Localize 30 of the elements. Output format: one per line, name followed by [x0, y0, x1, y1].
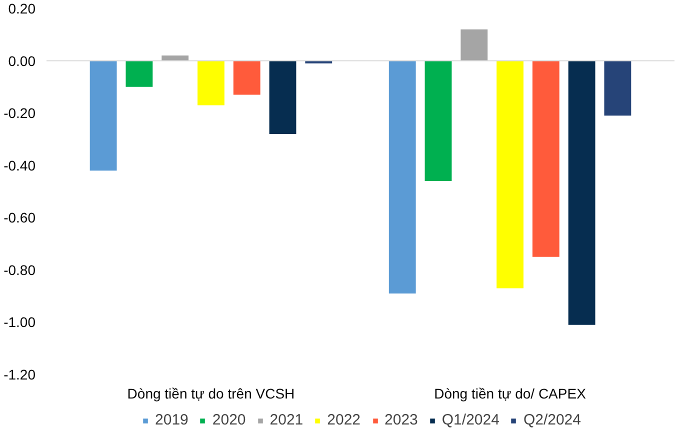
legend-label: 2023 — [384, 412, 418, 428]
bar — [604, 60, 632, 116]
y-tick-label: -0.60 — [4, 210, 36, 226]
bar — [90, 60, 117, 171]
legend-label: 2021 — [270, 412, 304, 428]
legend-label: Q1/2024 — [442, 412, 500, 428]
bar — [496, 60, 524, 288]
legend-label: 2019 — [155, 412, 188, 428]
bar — [388, 60, 416, 294]
y-tick-label: -0.80 — [4, 262, 36, 278]
y-tick-label: -0.20 — [4, 105, 36, 122]
bar — [162, 56, 189, 61]
bar — [233, 60, 260, 95]
legend-label: 2022 — [327, 412, 361, 428]
bar — [424, 60, 452, 182]
bar — [126, 60, 153, 87]
legend-label: Q2/2024 — [523, 412, 581, 428]
y-tick-label: -0.40 — [4, 157, 36, 174]
legend-label: 2020 — [212, 412, 246, 428]
x-tick-label: Dòng tiền tự do/ CAPEX — [434, 386, 587, 402]
y-tick-label: 0.00 — [8, 52, 36, 69]
bar — [198, 60, 224, 106]
y-tick-label: 0.20 — [8, 0, 36, 16]
bar — [532, 60, 560, 257]
x-tick-label: Dòng tiền tự do trên VCSH — [127, 386, 295, 402]
y-tick-label: -1.20 — [4, 366, 36, 382]
bar — [460, 29, 488, 61]
bar — [568, 60, 596, 325]
y-tick-label: -1.00 — [4, 314, 36, 330]
bar — [269, 60, 296, 134]
